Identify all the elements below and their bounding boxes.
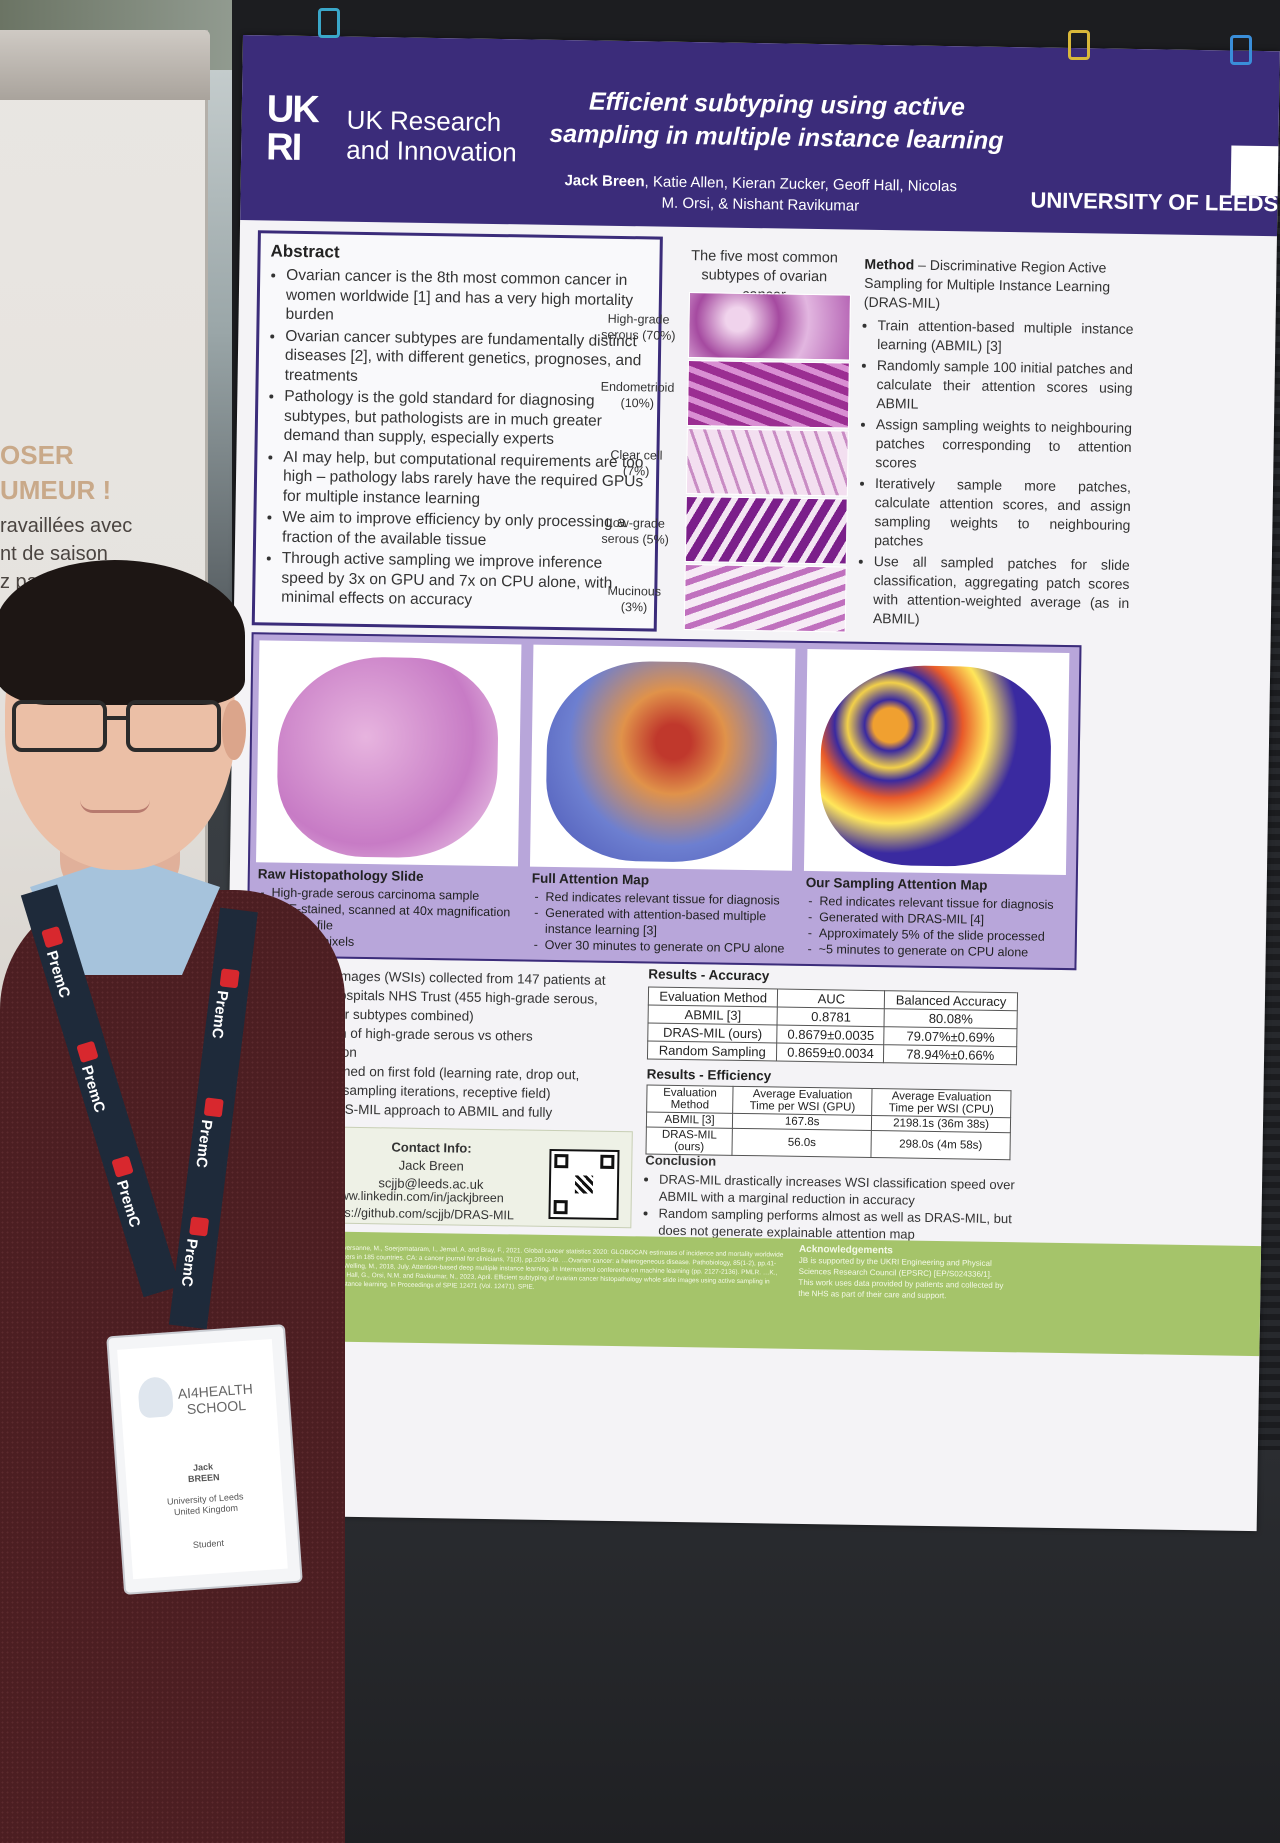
method-section: Method – Discriminative Region Active Sa… [859,255,1135,634]
conclusion-section: Conclusion DRAS-MIL drastically increase… [644,1151,1015,1244]
method-item: Randomly sample 100 initial patches and … [876,356,1133,417]
method-item: Iteratively sample more patches, calcula… [874,474,1131,554]
name-badge: AI4HEALTH SCHOOL Jack BREEN University o… [106,1324,303,1595]
table-cell: 80.08% [884,1008,1018,1029]
histology-image [683,564,847,633]
accuracy-heading: Results - Accuracy [648,966,770,984]
table-cell: DRAS-MIL (ours) [647,1022,778,1044]
table-cell: 79.07%±0.69% [884,1026,1017,1047]
table-cell: 0.8679±0.0035 [777,1025,885,1045]
table-cell: ABMIL [3] [646,1111,733,1129]
table-header-cell: AUC [777,989,885,1009]
lead-author: Jack Breen [564,172,645,191]
person: PremC PremC PremC PremC PremC PremC AI4H… [0,560,360,1843]
contact-box: Contact Info: Jack Breen scjjb@leeds.ac.… [329,1126,633,1229]
efficiency-heading: Results - Efficiency [646,1066,772,1084]
banner-text-3: ravaillées avec [0,515,133,537]
research-poster: UK RI UK Research and Innovation Efficie… [219,35,1280,1532]
slides-panel: Raw Histopathology Slide High-grade sero… [246,632,1082,971]
coauthors: , Katie Allen, Kieran Zucker, Geoff Hall… [644,173,958,215]
histology-image [687,292,851,361]
abstract-item: Ovarian cancer subtypes are fundamentall… [285,326,649,390]
hair [0,560,245,705]
lanyard-brand: PremC [177,1237,201,1288]
histology-image [686,360,850,429]
dataset-section: de images (WSIs) collected from 147 pati… [316,966,649,1142]
caption-title: Full Attention Map [531,870,650,888]
contact-info: Contact Info: Jack Breen scjjb@leeds.ac.… [351,1138,512,1195]
efficiency-table: Evaluation Method Average Evaluation Tim… [645,1084,1012,1161]
lanyard-brand: PremC [208,989,231,1040]
lanyard-brand: PremC [192,1118,216,1169]
sampling-map-caption: Our Sampling Attention Map Red indicates… [805,875,1071,961]
table-header-cell: Average Evaluation Time per WSI (CPU) [871,1088,1012,1118]
binder-clip-icon [1230,35,1252,65]
badge-name: Jack BREEN [187,1461,220,1485]
table-header-cell: Average Evaluation Time per WSI (GPU) [732,1086,873,1116]
method-item: Use all sampled patches for slide classi… [873,552,1130,632]
rollup-banner-top [0,30,210,100]
conclusion-heading: Conclusion [645,1152,717,1169]
binder-clip-icon [1068,30,1090,60]
badge-title: AI4HEALTH SCHOOL [177,1380,254,1418]
banner-text-2: UMEUR ! [0,475,112,505]
method-heading: Method [864,255,915,273]
funder-name: UK Research and Innovation [345,104,518,168]
accuracy-table: Evaluation Method AUC Balanced Accuracy … [646,986,1019,1066]
abstract-item: We aim to improve efficiency by only pro… [282,508,646,553]
table-cell: 0.8659±0.0034 [776,1043,885,1063]
method-item: Train attention-based multiple instance … [877,316,1134,358]
glasses-icon [12,700,232,760]
abstract-item: Ovarian cancer is the 8th most common ca… [285,266,649,330]
banner-text-1: OSER [0,440,74,470]
subtype-label: Mucinous (3%) [607,583,662,615]
subtype-label: Clear cell (7%) [610,447,663,479]
banner-text-4: nt de saison [0,543,108,565]
acknowledgements: Acknowledgements JB is supported by the … [798,1244,1009,1302]
poster-header: UK RI UK Research and Innovation Efficie… [240,35,1280,237]
caption-item: Generated with attention-based multiple … [545,905,796,941]
table-header-cell: Evaluation Method [646,1084,734,1114]
abstract-heading: Abstract [270,241,340,262]
subtype-label: Endometrioid (10%) [600,379,675,411]
table-cell: 0.8781 [777,1007,885,1027]
table-cell: 78.94%±0.66% [883,1044,1017,1065]
method-item: Assign sampling weights to neighbouring … [875,415,1132,476]
attention-map-image [529,644,796,871]
acknowledgements-text: JB is supported by the UKRI Engineering … [798,1255,1004,1301]
ukri-logo: UK RI [265,88,319,169]
table-cell: ABMIL [3] [648,1004,778,1026]
binder-clip-icon [318,8,340,38]
table-header-cell: Evaluation Method [648,986,779,1008]
poster-title: Efficient subtyping using active samplin… [549,87,1004,155]
attention-map-caption: Full Attention Map Red indicates relevan… [531,871,797,957]
badge-role: Student [192,1537,225,1551]
abstract-item: AI may help, but computational requireme… [283,447,647,511]
table-cell: Random Sampling [647,1040,778,1062]
ear [222,700,246,760]
subtype-label: Low-grade serous (5%) [601,515,669,547]
abstract-item: Pathology is the gold standard for diagn… [284,387,648,451]
sampling-map-image [803,648,1070,876]
qr-code-icon [548,1148,620,1221]
table-header-cell: Balanced Accuracy [884,990,1018,1011]
histology-image [684,496,848,565]
subtype-label: High-grade serous (70%) [601,311,676,343]
poster-authors: Jack Breen, Katie Allen, Kieran Zucker, … [560,170,961,218]
poster-footer: …R.L., Laversanne, M., Soerjomataram, I.… [222,1229,1262,1357]
conclusion-item: DRAS-MIL drastically increases WSI class… [659,1171,1015,1211]
badge-org: University of Leeds United Kingdom [166,1491,244,1518]
smile [80,800,150,813]
references: …R.L., Laversanne, M., Soerjomataram, I.… [313,1244,784,1291]
histology-image [685,428,849,497]
caption-item: Over 30 minutes to generate on CPU alone [545,937,796,957]
contact-heading: Contact Info: [391,1139,472,1156]
leeds-crest-icon [1230,145,1280,197]
method-list: Train attention-based multiple instance … [859,316,1134,632]
badge-card: AI4HEALTH SCHOOL Jack BREEN University o… [117,1339,288,1580]
caption-title: Our Sampling Attention Map [805,874,988,893]
